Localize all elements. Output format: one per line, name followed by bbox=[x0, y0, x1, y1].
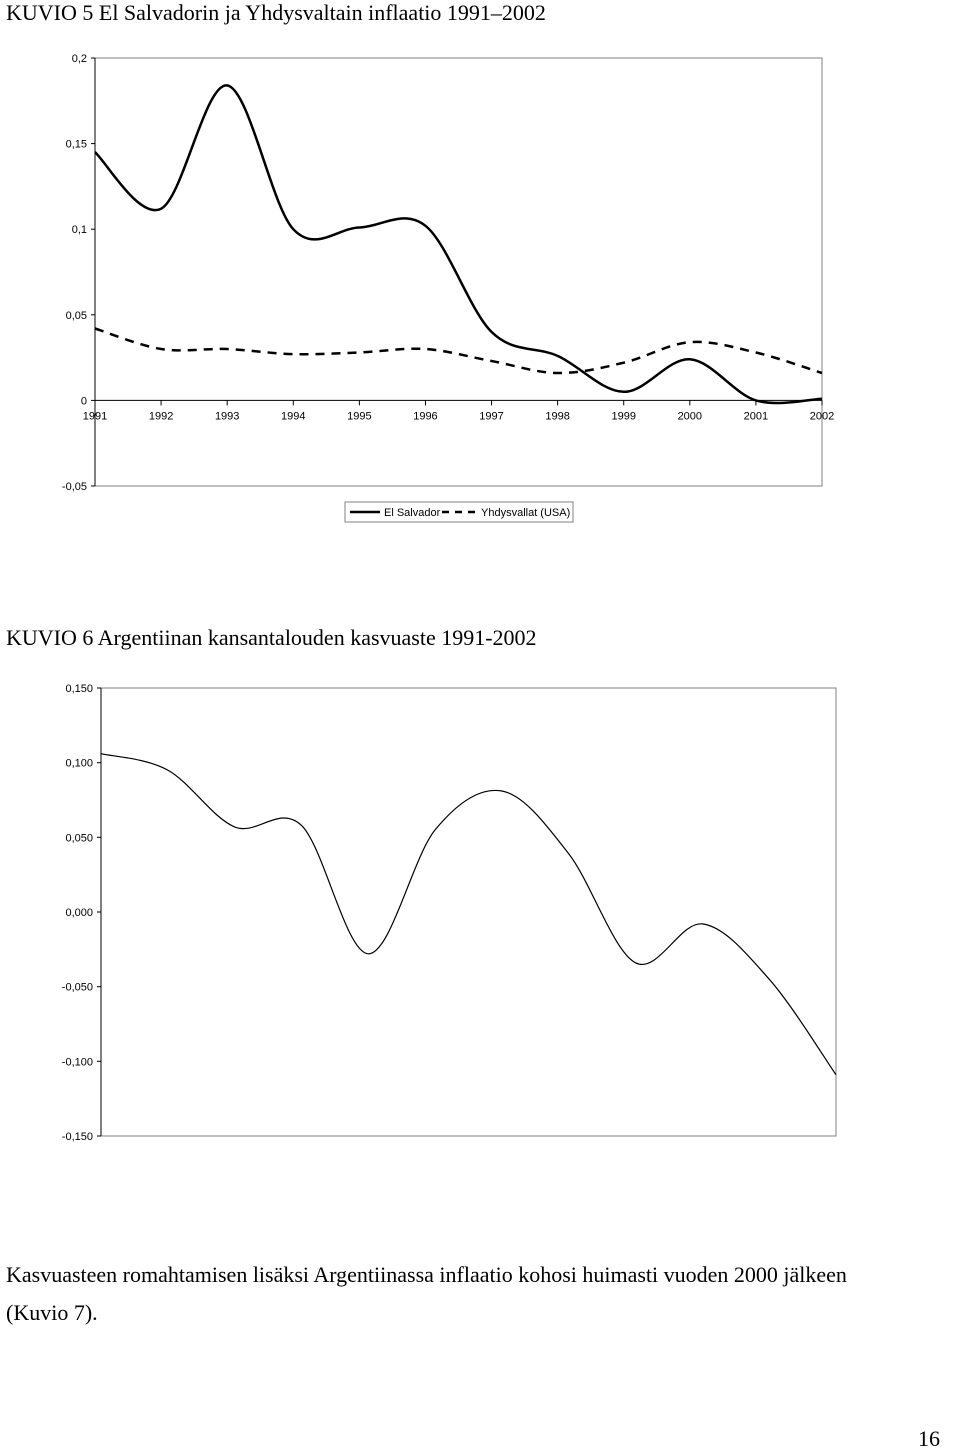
series-line-growth bbox=[100, 753, 837, 1076]
growth-line-chart: -0,150 -0,100 -0,050 0,000 0,050 0,100 0,150 bbox=[62, 683, 837, 1143]
x-tick-label: 1992 bbox=[149, 410, 173, 422]
figure-6-title: KUVIO 6 Argentiinan kansantalouden kasvu… bbox=[6, 625, 537, 650]
y-tick-label: -0,05 bbox=[62, 481, 87, 493]
y-tick-label: -0,050 bbox=[62, 982, 93, 994]
y-tick-label: -0,150 bbox=[62, 1131, 93, 1143]
x-tick-label: 1999 bbox=[611, 410, 635, 422]
y-tick-label: -0,100 bbox=[62, 1056, 93, 1068]
body-paragraph: Kasvuasteen romahtamisen lisäksi Argenti… bbox=[6, 1262, 847, 1325]
x-tick-label: 2002 bbox=[810, 410, 834, 422]
y-tick-label: 0,050 bbox=[65, 832, 93, 844]
legend-label-el-salvador: El Salvador bbox=[384, 507, 441, 519]
data-point bbox=[423, 347, 427, 351]
data-point bbox=[688, 340, 692, 344]
y-tick-label: 0,15 bbox=[66, 139, 87, 151]
series-line-el-salvador bbox=[94, 84, 823, 405]
y-tick-label: 0,1 bbox=[72, 224, 87, 236]
plot-area-frame bbox=[100, 687, 837, 1137]
y-tick-label: 0,000 bbox=[65, 907, 93, 919]
x-tick-label: 1997 bbox=[479, 410, 503, 422]
page-number: 16 bbox=[918, 1426, 940, 1451]
x-axis: 1991 1992 1993 1994 1995 1996 1997 1998 1999 2000… bbox=[83, 399, 834, 422]
x-tick-label: 1991 bbox=[83, 410, 107, 422]
x-tick-label: 1993 bbox=[215, 410, 239, 422]
y-tick-label: 0,05 bbox=[66, 310, 87, 322]
plot-area-frame bbox=[94, 57, 823, 487]
series-group bbox=[94, 84, 823, 405]
y-tick-label: 0,2 bbox=[72, 53, 87, 65]
series-group bbox=[100, 753, 837, 1076]
y-axis: -0,150 -0,100 -0,050 0,000 0,050 0,100 0,150 bbox=[62, 683, 102, 1143]
x-tick-label: 1995 bbox=[347, 410, 371, 422]
series-line-yhdysvallat-usa bbox=[94, 327, 823, 375]
data-point bbox=[357, 350, 361, 354]
legend-label-usa: Yhdysvallat (USA) bbox=[481, 507, 570, 519]
y-tick-label: 0 bbox=[81, 395, 87, 407]
y-axis: -0,05 0 0,05 0,1 0,15 0,2 bbox=[62, 53, 96, 493]
figure-5-title: KUVIO 5 El Salvadorin ja Yhdysvaltain in… bbox=[6, 0, 546, 25]
legend: El Salvador Yhdysvallat (USA) bbox=[344, 501, 574, 523]
y-tick-label: 0,150 bbox=[65, 683, 93, 695]
x-tick-label: 1998 bbox=[545, 410, 569, 422]
x-tick-label: 1996 bbox=[413, 410, 437, 422]
x-tick-label: 2000 bbox=[678, 410, 702, 422]
x-tick-label: 1994 bbox=[281, 410, 305, 422]
x-tick-label: 2001 bbox=[744, 410, 768, 422]
y-tick-label: 0,100 bbox=[65, 758, 93, 770]
